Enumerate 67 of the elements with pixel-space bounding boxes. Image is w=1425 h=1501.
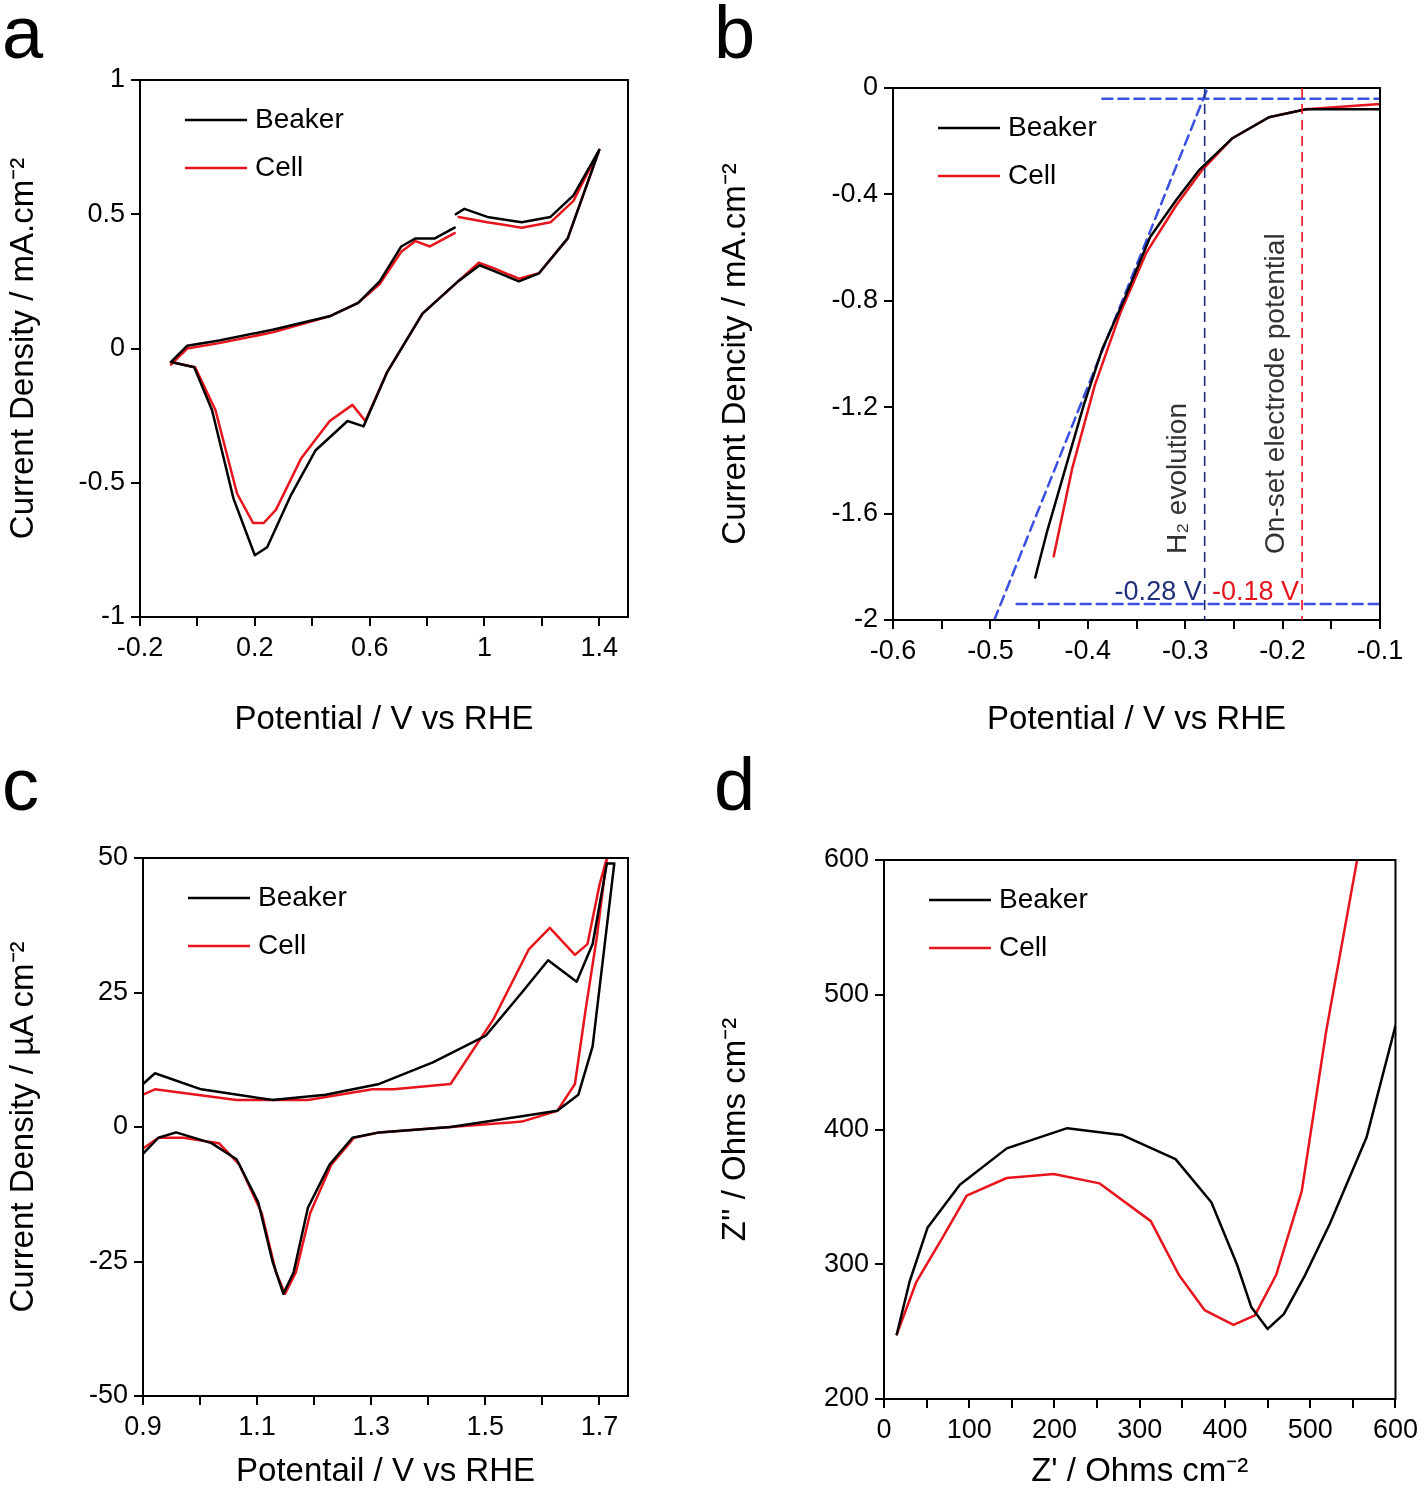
legend-label: Beaker [255, 102, 344, 134]
x-tick-label: 0.6 [350, 631, 389, 662]
y-tick-label: 200 [823, 1382, 869, 1413]
y-axis-title: Current Density / µA cm⁻² [2, 941, 40, 1313]
legend-label: Cell [255, 150, 304, 182]
y-tick-label: -1 [100, 600, 125, 631]
ref-line-label: -0.18 V [1212, 576, 1300, 606]
x-tick-label: 200 [1031, 1413, 1078, 1444]
y-tick-label: -0.5 [78, 466, 125, 497]
x-tick-label: -0.5 [967, 634, 1014, 665]
x-tick-label: 1.4 [580, 631, 619, 662]
y-axis-title: Z'' / Ohms cm⁻² [714, 1017, 752, 1242]
y-axis-title: Current Dencity / mA.cm⁻² [714, 163, 752, 545]
x-tick-label: -0.6 [869, 634, 917, 665]
legend-label: Cell [258, 928, 307, 960]
x-tick-label: 1 [476, 631, 492, 662]
y-tick-label: 0 [112, 1110, 128, 1141]
annotation: On-set electrode potential [1258, 233, 1290, 554]
x-tick-label: 1.1 [238, 1410, 276, 1441]
x-tick-label: -0.2 [116, 631, 164, 662]
y-tick-label: 0.5 [87, 197, 125, 228]
y-tick-label: -0.4 [831, 177, 878, 208]
y-tick-label: -2 [853, 603, 878, 634]
y-tick-label: 300 [823, 1247, 869, 1278]
y-tick-label: 50 [97, 841, 128, 872]
x-tick-label: 300 [1117, 1413, 1163, 1444]
y-tick-label: 500 [823, 978, 869, 1009]
y-tick-label: -50 [88, 1379, 128, 1410]
ref-line-label: -0.28 V [1114, 576, 1202, 606]
legend-label: Beaker [1008, 110, 1097, 142]
x-tick-label: 600 [1372, 1413, 1419, 1444]
legend-label: Beaker [258, 880, 347, 912]
x-tick-label: 100 [946, 1413, 992, 1444]
x-axis-title: Potential / V vs RHE [987, 699, 1286, 737]
x-tick-label: -0.4 [1064, 634, 1112, 665]
x-tick-label: -0.3 [1161, 634, 1209, 665]
y-axis-title: Current Density / mA.cm⁻² [2, 157, 40, 540]
chart-title: a [2, 0, 44, 74]
y-tick-label: -1.6 [831, 497, 878, 528]
y-tick-label: 1 [109, 63, 125, 94]
x-tick-label: 1.3 [352, 1410, 391, 1441]
x-axis-title: Z' / Ohms cm⁻² [1031, 1451, 1249, 1489]
y-tick-label: 0 [109, 331, 125, 362]
x-tick-label: -0.1 [1356, 634, 1404, 665]
y-tick-label: 0 [862, 71, 878, 102]
legend-label: Cell [1008, 158, 1057, 190]
y-tick-label: 600 [823, 843, 869, 874]
chart-title: c [2, 743, 39, 826]
legend-label: Cell [999, 930, 1048, 962]
x-tick-label: 0.2 [236, 631, 274, 662]
y-tick-label: -1.2 [831, 390, 878, 421]
x-axis-title: Potentail / V vs RHE [236, 1451, 535, 1489]
y-tick-label: 25 [97, 975, 128, 1006]
chart-title: b [714, 0, 756, 74]
y-tick-label: -25 [88, 1244, 128, 1275]
x-axis-title: Potential / V vs RHE [234, 699, 534, 737]
y-tick-label: 400 [823, 1112, 869, 1143]
x-tick-label: 500 [1287, 1413, 1333, 1444]
x-tick-label: 1.5 [466, 1410, 505, 1441]
x-tick-label: 1.7 [580, 1410, 619, 1441]
annotation: H₂ evolution [1161, 403, 1193, 554]
chart-title: d [714, 743, 756, 826]
x-tick-label: -0.2 [1259, 634, 1306, 665]
legend-label: Beaker [999, 882, 1088, 914]
x-tick-label: 400 [1202, 1413, 1248, 1444]
y-tick-label: -0.8 [831, 284, 878, 315]
x-tick-label: 0.9 [124, 1410, 162, 1441]
